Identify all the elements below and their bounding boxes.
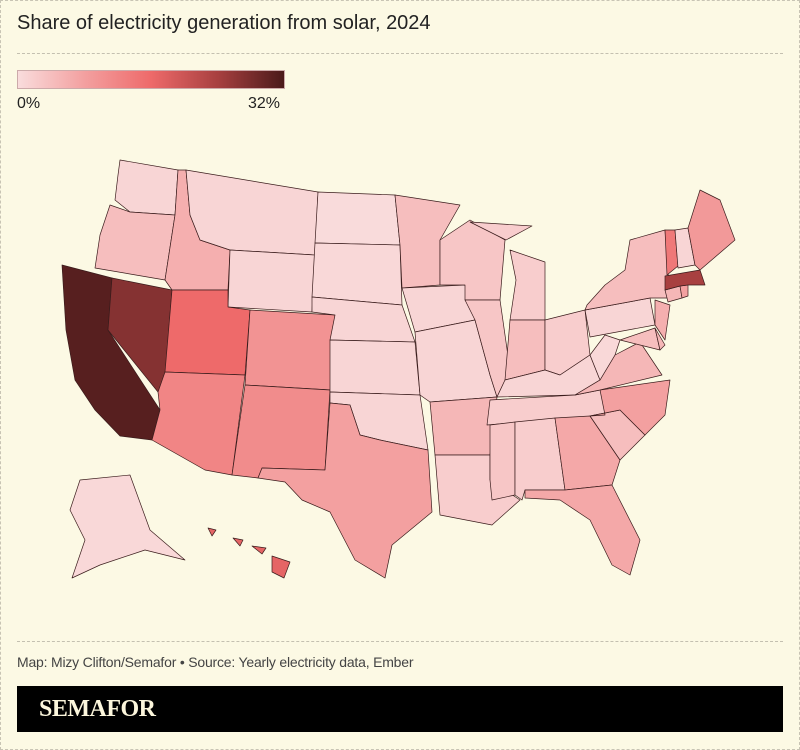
brand-banner: SEMAFOR — [17, 686, 783, 732]
state-shape — [314, 191, 401, 246]
legend-min-label: 0% — [17, 95, 41, 112]
state-shape — [94, 204, 176, 281]
state-shape — [429, 396, 498, 456]
state-shape — [151, 371, 246, 476]
state-co — [244, 309, 336, 391]
color-legend-bar — [17, 70, 285, 89]
state-ks — [329, 339, 421, 396]
state-shape — [251, 545, 267, 555]
state-shape — [244, 309, 336, 391]
state-shape — [504, 319, 546, 381]
state-shape — [185, 169, 319, 256]
state-sd — [311, 242, 403, 306]
divider — [17, 641, 783, 642]
state-shape — [654, 327, 666, 351]
state-shape — [524, 484, 641, 576]
state-shape — [311, 242, 403, 306]
state-shape — [271, 555, 291, 579]
state-shape — [687, 189, 736, 271]
state-in — [504, 319, 546, 381]
state-nd — [314, 191, 401, 246]
state-nm — [231, 384, 331, 479]
state-shape — [489, 421, 516, 501]
legend-max-label: 32% — [248, 95, 281, 112]
state-nj — [654, 299, 671, 341]
semafor-logo: SEMAFOR — [39, 696, 156, 722]
state-shape — [509, 249, 546, 321]
state-ar — [429, 396, 498, 456]
state-shape — [554, 415, 621, 491]
state-shape — [114, 159, 179, 216]
map-title: Share of electricity generation from sol… — [17, 12, 431, 34]
state-shape — [232, 537, 244, 547]
state-nc — [589, 379, 671, 436]
state-shape — [227, 249, 316, 313]
us-choropleth-map — [61, 159, 736, 579]
state-shape — [469, 221, 533, 241]
state-ga — [554, 415, 621, 491]
divider — [17, 53, 783, 54]
state-hi — [207, 527, 291, 579]
state-shape — [329, 339, 421, 396]
state-shape — [654, 299, 671, 341]
state-fl — [524, 484, 641, 576]
state-shape — [207, 527, 217, 537]
state-me — [687, 189, 736, 271]
state-wv — [589, 334, 621, 381]
state-az — [151, 371, 246, 476]
state-shape — [69, 474, 186, 579]
state-shape — [589, 379, 671, 436]
state-or — [94, 204, 176, 281]
state-tx — [257, 402, 433, 579]
state-shape — [584, 229, 671, 311]
state-ny — [584, 229, 671, 311]
state-mi — [469, 221, 546, 321]
state-shape — [231, 384, 331, 479]
state-mt — [185, 169, 319, 256]
state-ak — [69, 474, 186, 579]
state-de — [654, 327, 666, 351]
state-wy — [227, 249, 316, 313]
state-ms — [489, 421, 516, 501]
state-shape — [589, 334, 621, 381]
state-shape — [257, 402, 433, 579]
state-wa — [114, 159, 179, 216]
source-credit: Map: Mizy Clifton/Semafor • Source: Year… — [17, 654, 414, 670]
